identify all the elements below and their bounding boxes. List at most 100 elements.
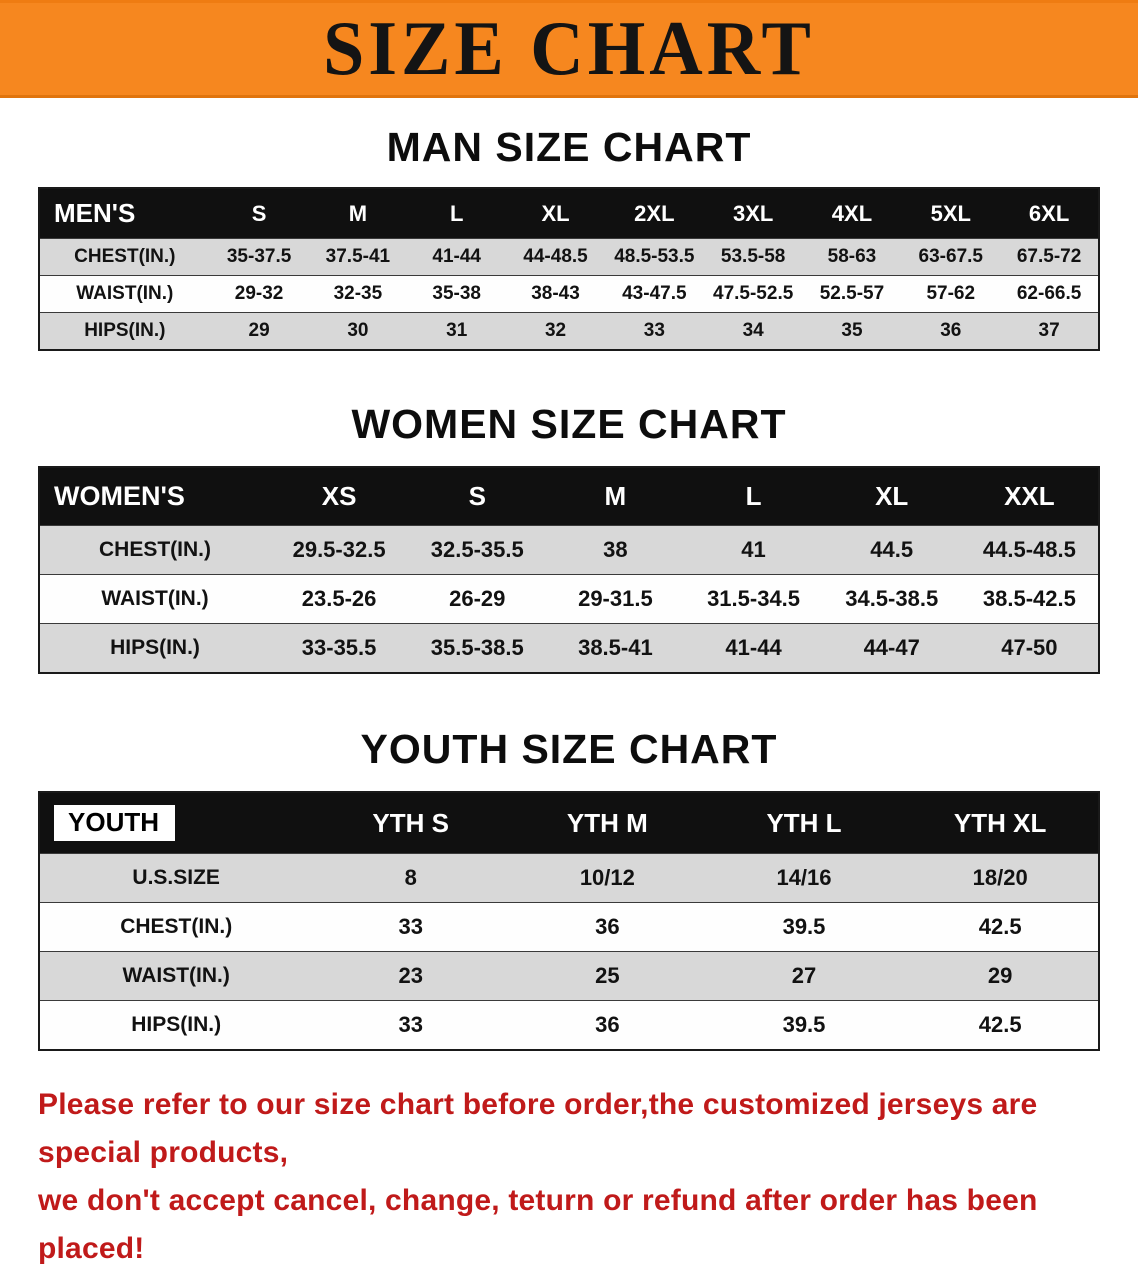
table-cell: 23.5-26 bbox=[270, 574, 409, 624]
column-header: S bbox=[209, 188, 309, 239]
man-size-chart-heading: MAN SIZE CHART bbox=[386, 124, 752, 170]
table-cell: 14/16 bbox=[705, 853, 903, 903]
column-header-text: 5XL bbox=[930, 200, 971, 226]
men-size-table: MEN'S S M L XL 2XL 3XL 4XL 5XL 6XL CHEST(IN.) 35-37… bbox=[38, 187, 1100, 351]
table-cell: 29-32 bbox=[209, 275, 309, 313]
table-cell: 38 bbox=[546, 525, 685, 575]
table-cell: 25 bbox=[509, 951, 706, 1001]
table-cell: 67.5-72 bbox=[1000, 238, 1099, 276]
table-corner-label: YOUTH bbox=[39, 792, 313, 854]
table-cell: 36 bbox=[509, 1000, 706, 1050]
table-row: CHEST(IN.) 29.5-32.5 32.5-35.5 38 41 44.5 44.5… bbox=[39, 525, 1099, 575]
column-header-text: YTH M bbox=[566, 807, 648, 838]
table-cell: 41-44 bbox=[684, 623, 823, 673]
table-row: U.S.SIZE 8 10/12 14/16 18/20 bbox=[39, 853, 1099, 903]
table-cell: 42.5 bbox=[902, 1000, 1099, 1050]
table-cell: 39.5 bbox=[705, 1000, 903, 1050]
column-header-text: 2XL bbox=[634, 200, 675, 226]
column-header-text: YOUTH bbox=[54, 805, 175, 841]
disclaimer-line-2: we don't accept cancel, change, teturn o… bbox=[38, 1184, 1038, 1265]
page-title: SIZE CHART bbox=[323, 5, 815, 93]
table-cell: 41 bbox=[684, 525, 823, 575]
table-cell: 35.5-38.5 bbox=[408, 623, 547, 673]
table-cell: 42.5 bbox=[902, 902, 1099, 952]
table-cell: 35 bbox=[802, 312, 902, 350]
column-header-text: 4XL bbox=[831, 200, 873, 226]
column-header-text: XL bbox=[541, 200, 570, 226]
table-cell: 31 bbox=[407, 312, 507, 350]
table-cell: 26-29 bbox=[408, 574, 547, 624]
column-header-text: YTH L bbox=[766, 807, 842, 838]
column-header: XXL bbox=[960, 467, 1099, 526]
table-cell: 35-37.5 bbox=[209, 238, 309, 276]
column-header-text: 3XL bbox=[732, 200, 774, 226]
table-cell: 34.5-38.5 bbox=[822, 574, 961, 624]
column-header-text: L bbox=[745, 481, 762, 511]
table-cell: 39.5 bbox=[705, 902, 903, 952]
row-label: HIPS(IN.) bbox=[39, 312, 210, 350]
table-cell: 57-62 bbox=[901, 275, 1001, 313]
table-cell: 29 bbox=[902, 951, 1099, 1001]
youth-size-table: YOUTH YTH S YTH M YTH L YTH XL U.S.SIZE 8 10/12… bbox=[38, 791, 1100, 1051]
table-cell: 29 bbox=[209, 312, 309, 350]
column-header: YTH L bbox=[705, 792, 903, 854]
column-header: XL bbox=[506, 188, 605, 239]
column-header: L bbox=[407, 188, 507, 239]
header-row: WOMEN'S XS S M L XL XXL bbox=[39, 467, 1099, 526]
table-cell: 38.5-41 bbox=[546, 623, 685, 673]
column-header-text: XS bbox=[321, 481, 357, 511]
table-row: WAIST(IN.) 29-32 32-35 35-38 38-43 43-47.5 47.… bbox=[39, 275, 1099, 313]
column-header: M bbox=[546, 467, 685, 526]
row-label: WAIST(IN.) bbox=[39, 275, 210, 313]
table-cell: 53.5-58 bbox=[703, 238, 803, 276]
column-header-text: M bbox=[348, 200, 368, 226]
row-label: U.S.SIZE bbox=[39, 853, 313, 903]
column-header-text: YTH XL bbox=[953, 807, 1047, 838]
table-cell: 33 bbox=[312, 902, 510, 952]
table-cell: 38-43 bbox=[506, 275, 605, 313]
table-corner-label: MEN'S bbox=[39, 188, 210, 239]
column-header: YTH M bbox=[509, 792, 706, 854]
column-header-text: YTH S bbox=[372, 807, 449, 838]
disclaimer-text: Please refer to our size chart before or… bbox=[0, 1081, 1138, 1273]
table-cell: 38.5-42.5 bbox=[960, 574, 1099, 624]
column-header: XS bbox=[270, 467, 409, 526]
table-cell: 37 bbox=[1000, 312, 1099, 350]
column-header: XL bbox=[822, 467, 961, 526]
column-header: 2XL bbox=[604, 188, 704, 239]
table-cell: 18/20 bbox=[902, 853, 1099, 903]
header-row: YOUTH YTH S YTH M YTH L YTH XL bbox=[39, 792, 1099, 854]
table-corner-label: WOMEN'S bbox=[39, 467, 270, 526]
table-cell: 32-35 bbox=[308, 275, 408, 313]
table-cell: 47-50 bbox=[960, 623, 1099, 673]
table-cell: 35-38 bbox=[407, 275, 507, 313]
table-row: HIPS(IN.) 29 30 31 32 33 34 35 36 37 bbox=[39, 312, 1099, 350]
header-row: MEN'S S M L XL 2XL 3XL 4XL 5XL 6XL bbox=[39, 188, 1099, 239]
table-cell: 32.5-35.5 bbox=[408, 525, 547, 575]
row-label: HIPS(IN.) bbox=[39, 623, 270, 673]
table-cell: 32 bbox=[506, 312, 605, 350]
column-header-text: L bbox=[449, 200, 464, 226]
column-header: YTH XL bbox=[902, 792, 1099, 854]
row-label: CHEST(IN.) bbox=[39, 902, 313, 952]
row-label: WAIST(IN.) bbox=[39, 574, 270, 624]
table-cell: 8 bbox=[312, 853, 510, 903]
table-cell: 44-48.5 bbox=[506, 238, 605, 276]
table-cell: 58-63 bbox=[802, 238, 902, 276]
table-cell: 47.5-52.5 bbox=[703, 275, 803, 313]
table-cell: 29-31.5 bbox=[546, 574, 685, 624]
size-chart-banner: SIZE CHART bbox=[0, 0, 1138, 98]
column-header: S bbox=[408, 467, 547, 526]
table-cell: 63-67.5 bbox=[901, 238, 1001, 276]
table-cell: 30 bbox=[308, 312, 408, 350]
table-cell: 31.5-34.5 bbox=[684, 574, 823, 624]
column-header: L bbox=[684, 467, 823, 526]
table-row: CHEST(IN.) 35-37.5 37.5-41 41-44 44-48.5 48.5… bbox=[39, 238, 1099, 276]
column-header-text: XL bbox=[875, 481, 909, 511]
column-header-text: S bbox=[468, 481, 486, 511]
column-header: YTH S bbox=[312, 792, 510, 854]
table-cell: 33-35.5 bbox=[270, 623, 409, 673]
row-label: WAIST(IN.) bbox=[39, 951, 313, 1001]
column-header-text: XXL bbox=[1004, 481, 1055, 511]
women-size-table: WOMEN'S XS S M L XL XXL CHEST(IN.) 29.5-32.5 32.5… bbox=[38, 466, 1100, 674]
